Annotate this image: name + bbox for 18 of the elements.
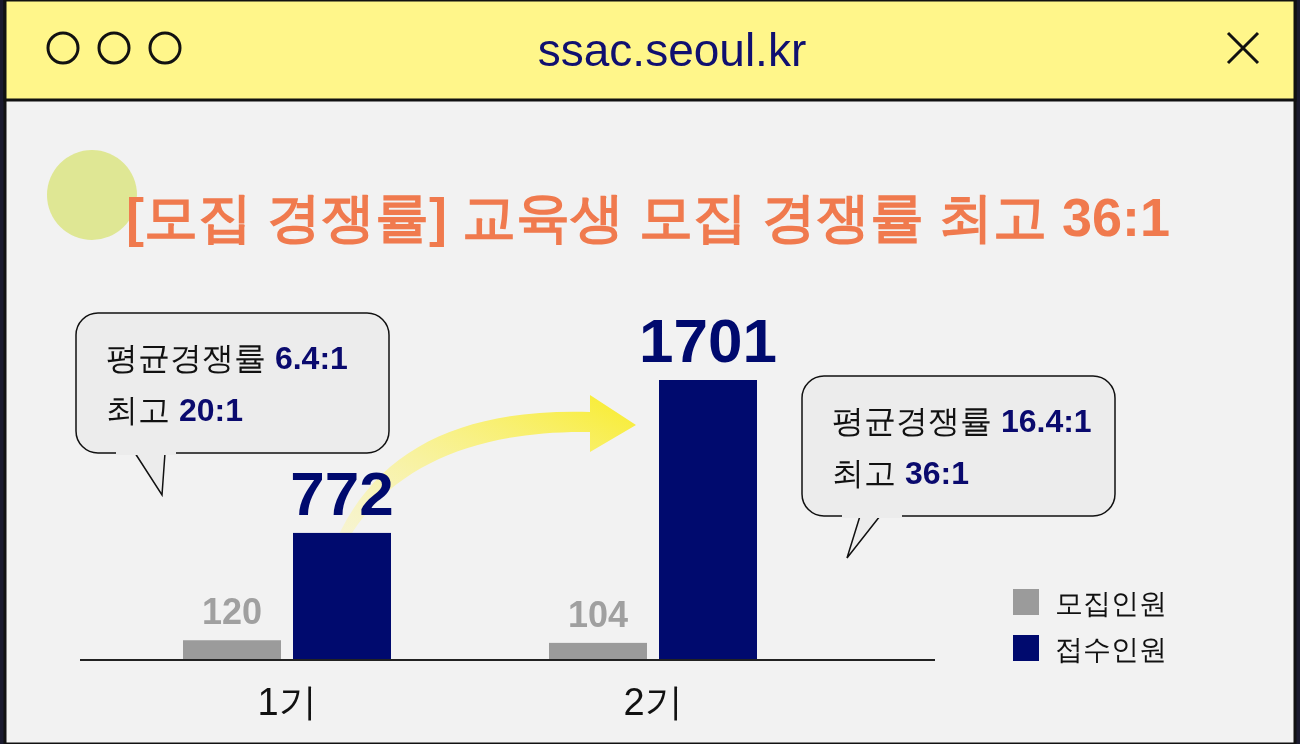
bar	[659, 380, 757, 660]
text: 평균경쟁률 6.4:1	[106, 340, 348, 376]
x-tick-label: 2기	[623, 681, 683, 723]
annotation: 최고 36:1	[832, 455, 969, 491]
bar	[183, 640, 281, 660]
data-label: 772	[290, 458, 394, 528]
callout: 평균경쟁률 16.4:1 최고 36:1	[801, 375, 1116, 559]
chart-title: [모집 경쟁률] 교육생 모집 경쟁률 최고 36:1	[125, 187, 1171, 247]
data-label: 104	[567, 593, 629, 635]
x-tick-label: 1기	[257, 681, 317, 723]
legend-label: 접수인원	[1055, 634, 1167, 665]
legend-label: 모집인원	[1055, 588, 1167, 619]
data-label: 1701	[639, 306, 777, 375]
annotation: 최고 20:1	[106, 392, 243, 428]
annotation: 평균경쟁률 16.4:1	[832, 403, 1092, 439]
data-label: 120	[201, 591, 263, 633]
bar	[549, 642, 647, 660]
text: ssac.seoul.kr	[537, 24, 807, 76]
